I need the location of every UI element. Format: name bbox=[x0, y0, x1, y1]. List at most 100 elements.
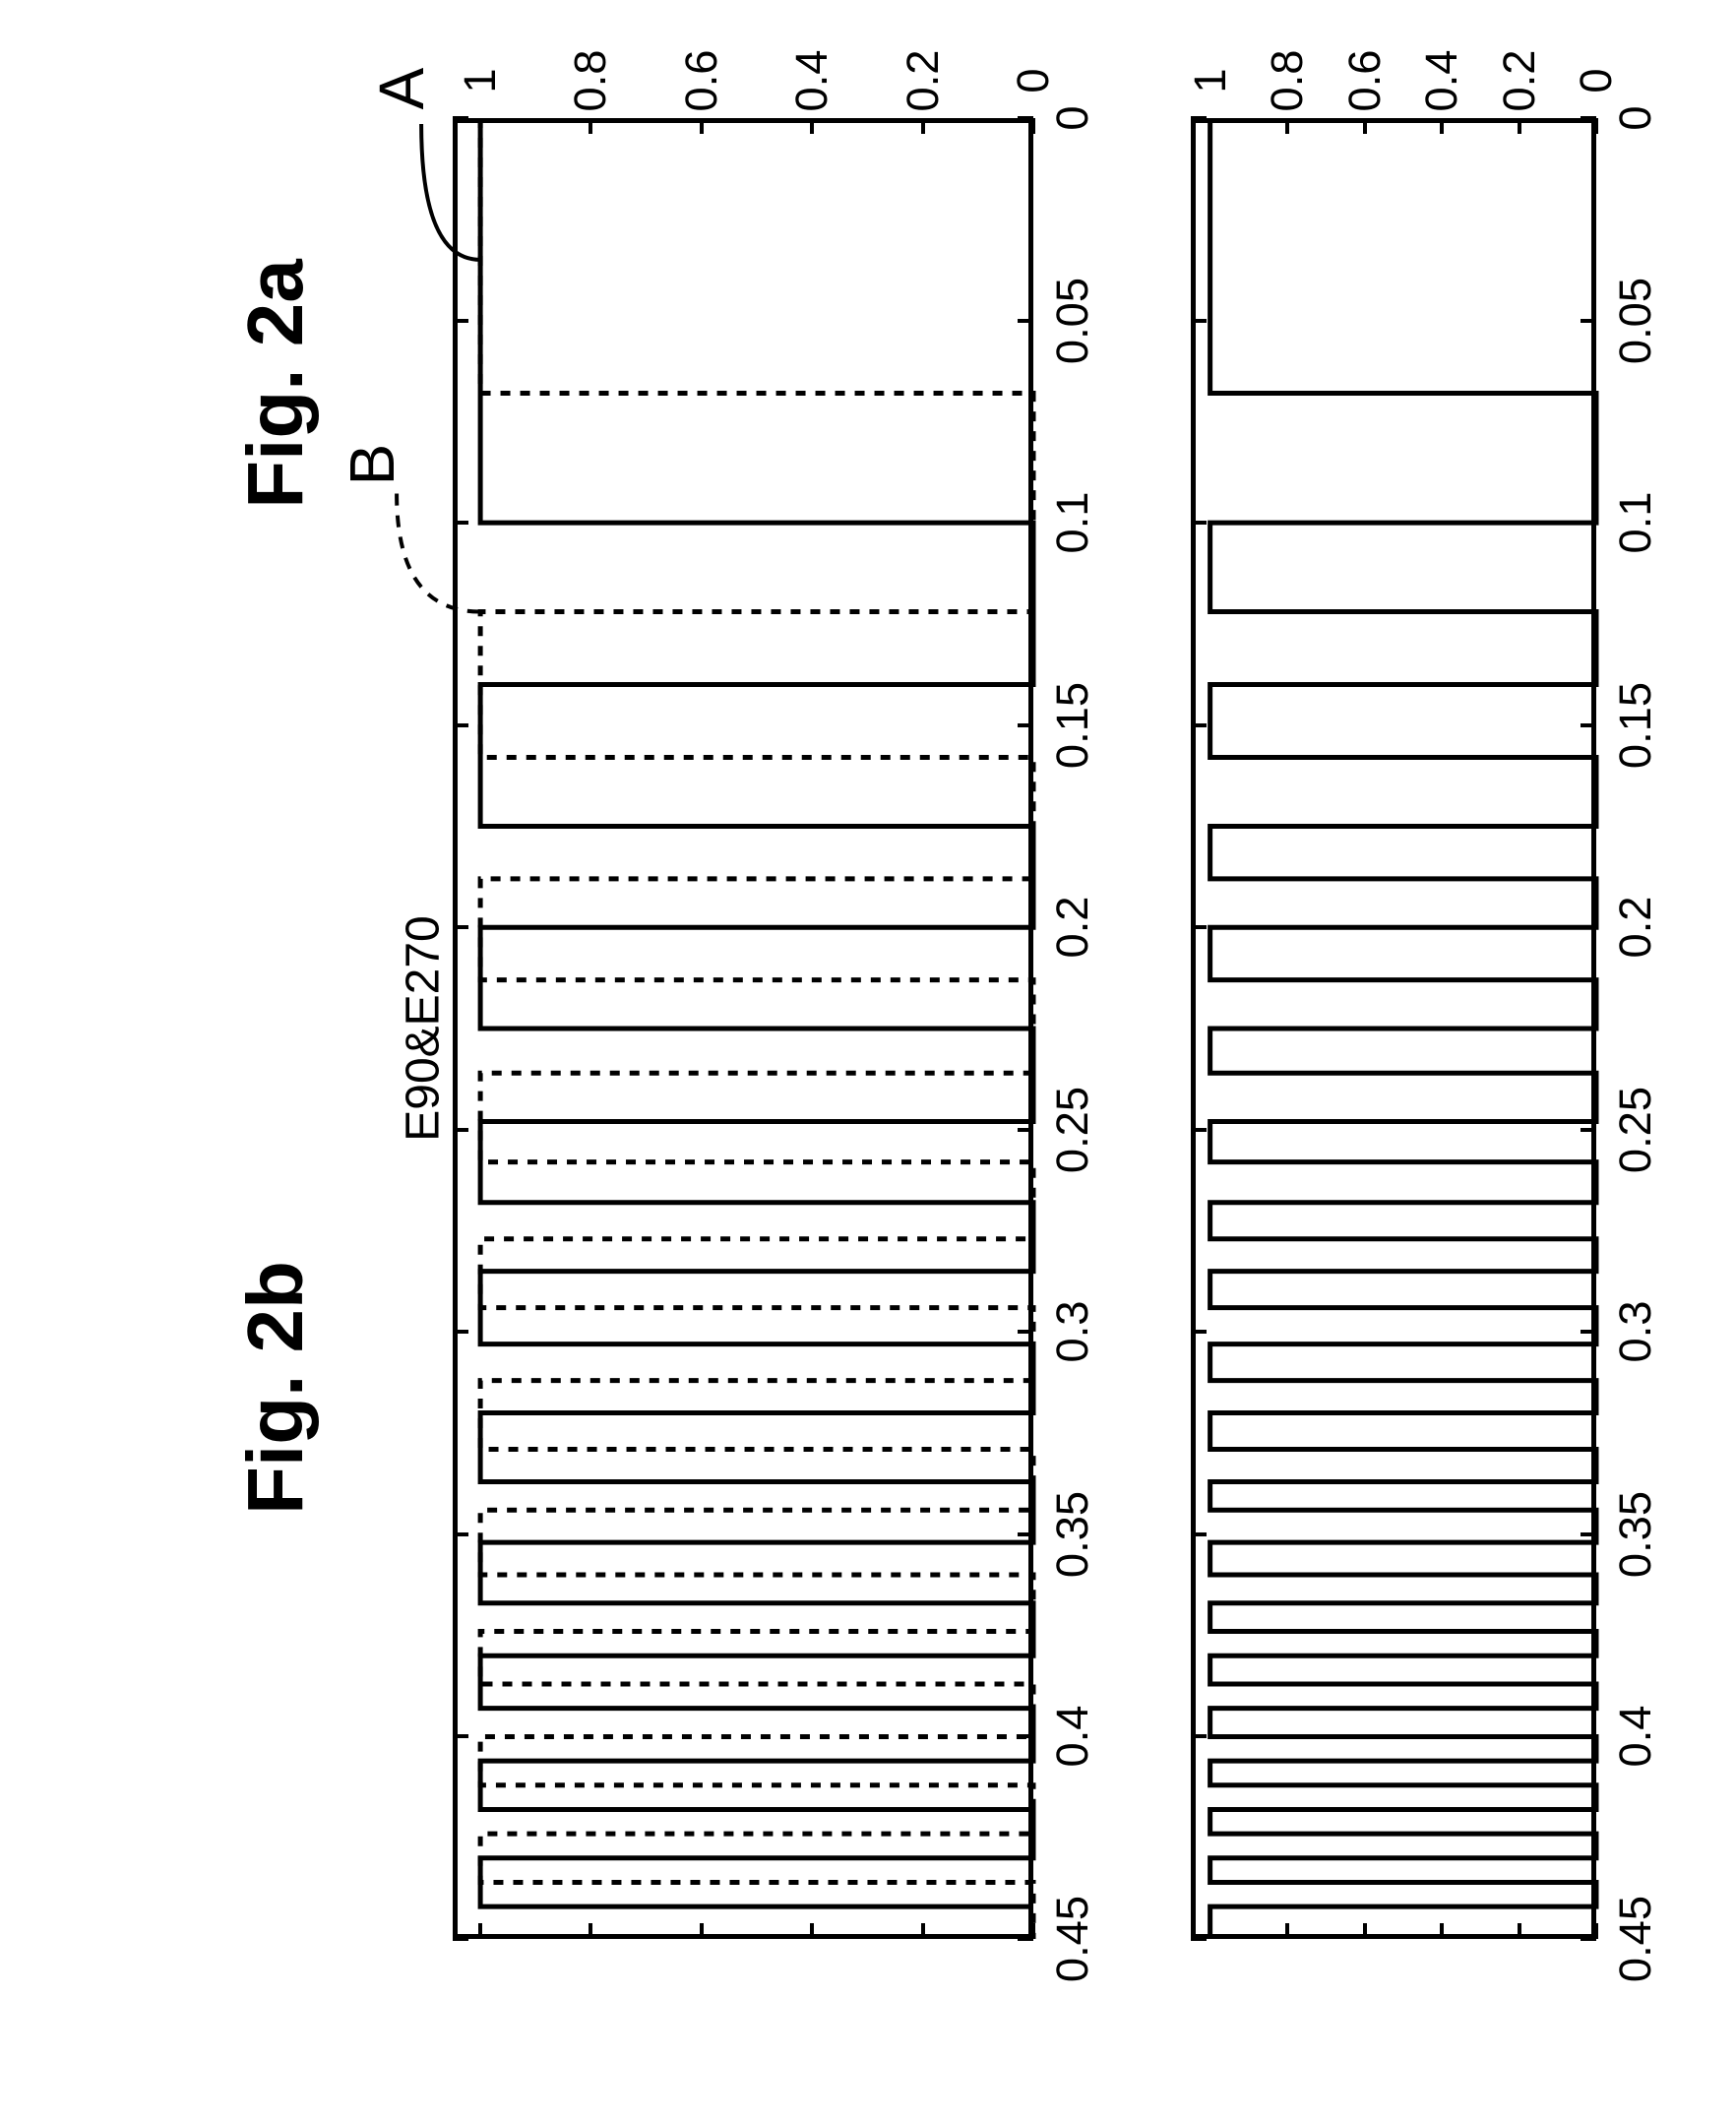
x-tick bbox=[1581, 1532, 1596, 1536]
x-tick-label: 0.25 bbox=[1047, 1087, 1098, 1173]
x-tick bbox=[453, 319, 468, 323]
y-tick bbox=[1440, 1923, 1444, 1939]
x-tick bbox=[1191, 1330, 1207, 1334]
x-tick bbox=[1191, 521, 1207, 525]
x-tick bbox=[453, 116, 468, 120]
x-tick-label: 0.3 bbox=[1610, 1301, 1661, 1363]
y-tick bbox=[1031, 118, 1035, 134]
x-tick bbox=[1018, 1532, 1033, 1536]
x-tick bbox=[453, 1128, 468, 1132]
x-tick bbox=[1191, 319, 1207, 323]
x-tick-label: 0 bbox=[1047, 105, 1098, 130]
y-tick bbox=[1031, 1923, 1035, 1939]
x-tick-label: 0.15 bbox=[1047, 682, 1098, 769]
y-tick-label: 0.6 bbox=[676, 49, 727, 111]
y-tick bbox=[1518, 118, 1521, 134]
y-tick bbox=[810, 1923, 814, 1939]
y-tick bbox=[1285, 118, 1289, 134]
x-tick-label: 0 bbox=[1610, 105, 1661, 130]
x-tick bbox=[1191, 116, 1207, 120]
x-tick bbox=[453, 723, 468, 727]
y-tick-label: 0.4 bbox=[1416, 49, 1467, 111]
y-tick bbox=[921, 118, 925, 134]
page: Fig. 2a Fig. 2b E90&E270 A B 0 0.05 0.1 0.1… bbox=[0, 0, 1736, 2123]
y-tick-label: 0.2 bbox=[898, 49, 949, 111]
x-tick bbox=[1018, 723, 1033, 727]
y-tick bbox=[1594, 1923, 1598, 1939]
x-tick bbox=[1018, 1128, 1033, 1132]
x-tick bbox=[1191, 723, 1207, 727]
x-tick-label: 0.35 bbox=[1047, 1491, 1098, 1578]
y-tick bbox=[1440, 118, 1444, 134]
y-tick bbox=[589, 118, 592, 134]
y-tick bbox=[1285, 1923, 1289, 1939]
y-tick bbox=[810, 118, 814, 134]
y-tick-label: 0 bbox=[1571, 68, 1622, 93]
x-tick bbox=[1191, 1937, 1207, 1941]
x-tick-label: 0.2 bbox=[1047, 897, 1098, 959]
y-tick-label: 1 bbox=[455, 68, 506, 93]
x-tick-label: 0.1 bbox=[1610, 492, 1661, 554]
chart-bottom-frame bbox=[1191, 118, 1596, 1939]
x-tick bbox=[453, 1330, 468, 1334]
chart-top bbox=[453, 118, 1033, 1939]
figure-caption-2b: Fig. 2b bbox=[230, 1261, 321, 1515]
x-tick-label: 0.15 bbox=[1610, 682, 1661, 769]
x-tick bbox=[1581, 925, 1596, 929]
x-tick-label: 0.4 bbox=[1610, 1706, 1661, 1768]
y-tick bbox=[478, 118, 482, 134]
x-tick bbox=[1191, 1128, 1207, 1132]
chart-top-title: E90&E270 bbox=[397, 915, 451, 1142]
x-tick bbox=[1581, 1330, 1596, 1334]
x-tick-label: 0.4 bbox=[1047, 1706, 1098, 1768]
x-tick-label: 0.1 bbox=[1047, 492, 1098, 554]
x-tick-label: 0.05 bbox=[1047, 277, 1098, 363]
x-tick bbox=[1018, 521, 1033, 525]
x-tick bbox=[1581, 723, 1596, 727]
x-tick-label: 0.45 bbox=[1610, 1896, 1661, 1982]
x-tick bbox=[1018, 319, 1033, 323]
y-tick bbox=[700, 1923, 704, 1939]
x-tick-label: 0.25 bbox=[1610, 1087, 1661, 1173]
y-tick bbox=[1518, 1923, 1521, 1939]
x-tick-label: 0.35 bbox=[1610, 1491, 1661, 1578]
x-tick-label: 0.05 bbox=[1610, 277, 1661, 363]
y-tick bbox=[1363, 1923, 1367, 1939]
figure-caption-2a: Fig. 2a bbox=[230, 259, 321, 508]
x-tick bbox=[1018, 925, 1033, 929]
y-tick-label: 0.4 bbox=[786, 49, 837, 111]
x-tick bbox=[453, 1532, 468, 1536]
y-tick-label: 0 bbox=[1008, 68, 1059, 93]
x-tick bbox=[453, 521, 468, 525]
x-tick bbox=[1581, 1128, 1596, 1132]
x-tick-label: 0.45 bbox=[1047, 1896, 1098, 1982]
x-tick bbox=[1191, 1734, 1207, 1738]
y-tick bbox=[589, 1923, 592, 1939]
y-tick bbox=[1209, 1923, 1212, 1939]
x-tick bbox=[453, 925, 468, 929]
series-label-b: B bbox=[336, 443, 408, 485]
y-tick-label: 0.8 bbox=[565, 49, 616, 111]
chart-bottom bbox=[1191, 118, 1596, 1939]
x-tick bbox=[453, 1734, 468, 1738]
y-tick-label: 0.8 bbox=[1262, 49, 1313, 111]
y-tick-label: 1 bbox=[1185, 68, 1236, 93]
x-tick bbox=[1018, 1330, 1033, 1334]
y-tick-label: 0.6 bbox=[1339, 49, 1391, 111]
series-label-a: A bbox=[365, 68, 438, 110]
chart-top-frame bbox=[453, 118, 1033, 1939]
y-tick-label: 0.2 bbox=[1494, 49, 1545, 111]
x-tick bbox=[1191, 1532, 1207, 1536]
y-tick bbox=[921, 1923, 925, 1939]
x-tick bbox=[1018, 1734, 1033, 1738]
y-tick bbox=[1594, 118, 1598, 134]
y-tick bbox=[478, 1923, 482, 1939]
y-tick bbox=[1209, 118, 1212, 134]
x-tick bbox=[1581, 1734, 1596, 1738]
y-tick bbox=[700, 118, 704, 134]
x-tick-label: 0.3 bbox=[1047, 1301, 1098, 1363]
x-tick bbox=[453, 1937, 468, 1941]
x-tick bbox=[1191, 925, 1207, 929]
x-tick bbox=[1581, 521, 1596, 525]
y-tick bbox=[1363, 118, 1367, 134]
